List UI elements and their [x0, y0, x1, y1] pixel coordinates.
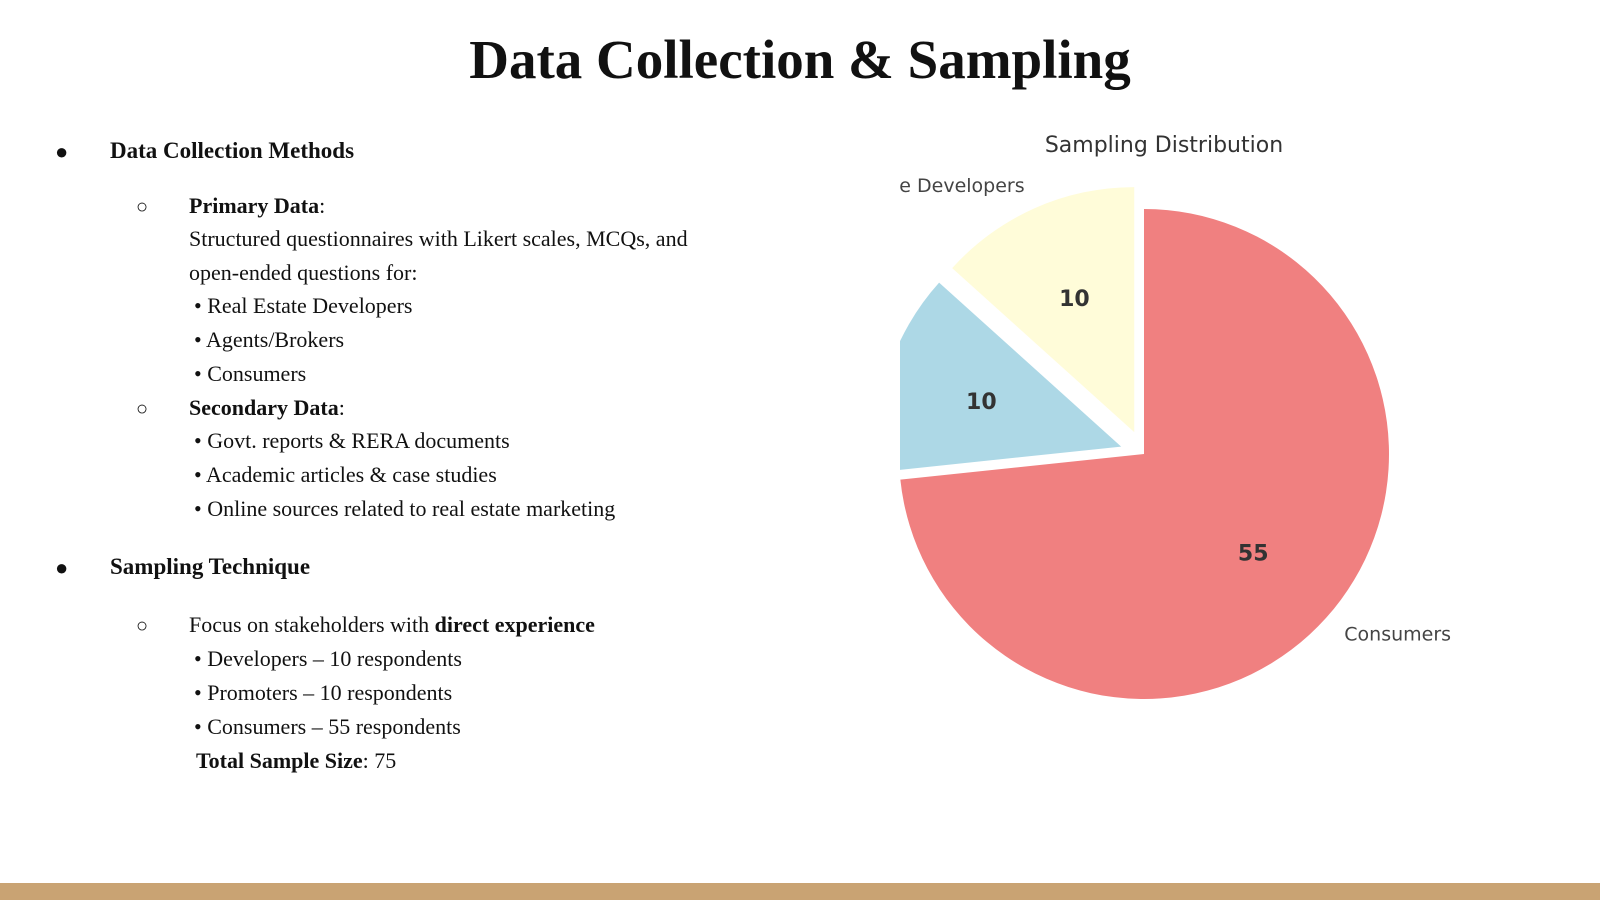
sampling-focus-line: Focus on stakeholders with direct experi…: [189, 612, 595, 638]
primary-data-label: Primary Data: [189, 193, 320, 218]
slice-value-label: 55: [1238, 541, 1269, 566]
primary-data-colon: :: [319, 193, 326, 218]
pie-slice: [900, 282, 1122, 470]
primary-item: • Real Estate Developers: [194, 293, 413, 318]
slice-category-label: Consumers: [1344, 623, 1451, 645]
bullet-circle: ○: [136, 615, 149, 637]
slice-category-label: Real Estate Developers: [900, 175, 1025, 197]
secondary-item: • Online sources related to real estate …: [194, 496, 616, 521]
total-sample-value: : 75: [362, 748, 397, 773]
secondary-item: • Govt. reports & RERA documents: [194, 428, 510, 453]
bullet-dot: ●: [55, 555, 69, 580]
secondary-data-label: Secondary Data: [189, 395, 339, 420]
slice-value-label: 10: [966, 390, 997, 415]
slide-title: Data Collection & Sampling: [469, 29, 1131, 90]
total-sample-line: Total Sample Size: 75: [196, 748, 396, 774]
bullet-circle: ○: [136, 196, 149, 218]
bullet-dot: ●: [55, 139, 69, 164]
bullet-circle: ○: [136, 398, 149, 420]
sampling-heading: Sampling Technique: [110, 554, 311, 579]
text-panel: ● Data Collection Methods ○ Primary Data…: [55, 138, 688, 774]
sampling-item: • Consumers – 55 respondents: [194, 714, 461, 739]
secondary-data-colon: :: [338, 395, 345, 420]
secondary-item: • Academic articles & case studies: [194, 462, 497, 487]
primary-desc-line2: open-ended questions for:: [189, 260, 418, 285]
sampling-pie-chart: Sampling Distribution 10 Real Estate Deve…: [900, 133, 1451, 699]
primary-desc-line1: Structured questionnaires with Likert sc…: [189, 226, 688, 251]
sampling-item: • Developers – 10 respondents: [194, 646, 462, 671]
collection-heading: Data Collection Methods: [110, 138, 355, 163]
total-sample-label: Total Sample Size: [196, 748, 363, 773]
primary-item: • Agents/Brokers: [194, 327, 345, 352]
pie-slice: [952, 187, 1135, 433]
sampling-focus-prefix: Focus on stakeholders with: [189, 612, 435, 637]
footer-bar: [0, 883, 1600, 900]
pie-slice: [900, 209, 1389, 699]
secondary-data-line: Secondary Data:: [189, 395, 345, 421]
chart-title: Sampling Distribution: [1045, 133, 1283, 158]
primary-item: • Consumers: [194, 361, 307, 386]
sampling-item: • Promoters – 10 respondents: [194, 680, 453, 705]
pie-layer: 10Real Estate Developers10Promoters55Con…: [900, 175, 1451, 699]
slice-value-label: 10: [1059, 287, 1090, 312]
sampling-focus-bold: direct experience: [434, 612, 595, 637]
primary-data-line: Primary Data:: [189, 193, 325, 219]
